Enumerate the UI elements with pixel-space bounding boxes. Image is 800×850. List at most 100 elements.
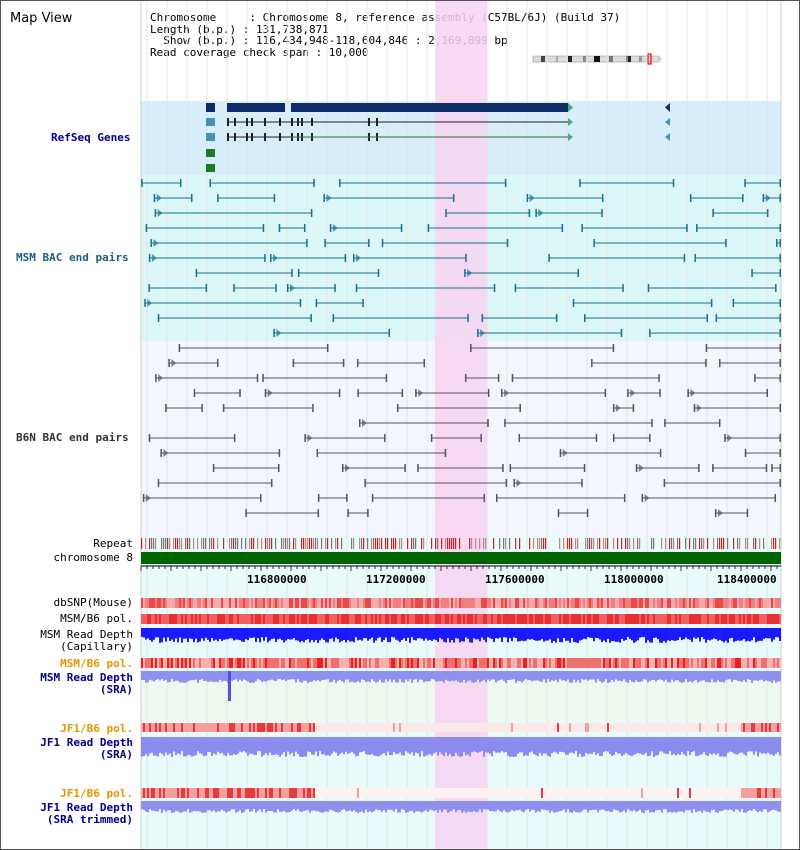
jf1-pol-trimmed-band [405, 788, 407, 798]
msm-b6-pol-band [295, 614, 297, 624]
jf1-depth-bar [455, 737, 457, 753]
jf1-depth-bar [381, 737, 383, 755]
msm-b6-pol-band [681, 614, 683, 624]
dbsnp-band [361, 598, 363, 608]
dbsnp-band [581, 598, 583, 608]
msm-bac-pair-end [672, 179, 675, 187]
b6n-bac-pair-end [595, 434, 598, 442]
jf1-depth-bar [441, 737, 443, 755]
refseq-exon [279, 118, 281, 126]
msm-b6-pol-band [491, 614, 493, 624]
msm-sra-depth-bar [567, 671, 569, 680]
msm-b6-pol-band [531, 614, 533, 624]
msm-capillary-depth-bar [679, 628, 681, 638]
dbsnp-band [469, 598, 471, 608]
jf1-trimmed-depth-bar [209, 801, 211, 811]
msm-bac-pair-end [593, 239, 595, 247]
dbsnp-band [401, 598, 403, 608]
jf1-depth-bar [733, 737, 735, 754]
jf1-pol-trimmed-band [471, 788, 473, 798]
jf1-pol-band [689, 723, 691, 732]
jf1-pol-trimmed-band [581, 788, 583, 798]
jf1-trimmed-depth-bar [321, 801, 323, 813]
jf1-pol-band [527, 723, 529, 732]
chromosome-ideogram[interactable] [531, 53, 671, 65]
jf1-pol-band [421, 723, 423, 732]
jf1-trimmed-depth-bar [667, 801, 669, 813]
msm-sra-depth-bar [651, 671, 653, 681]
jf1-depth-bar [673, 737, 675, 754]
jf1-pol-trimmed-band [611, 788, 613, 798]
jf1-pol-trimmed-band [245, 788, 247, 798]
dbsnp-band [731, 598, 733, 608]
msm-capillary-depth-bar [547, 628, 549, 641]
jf1-trimmed-depth-bar [769, 801, 771, 812]
dbsnp-band [345, 598, 347, 608]
jf1-trimmed-depth-bar [155, 801, 157, 812]
msm-b6-pol-sra-band [765, 658, 767, 668]
jf1-trimmed-depth-bar [549, 801, 551, 813]
msm-sra-depth-bar [335, 671, 337, 683]
msm-sra-depth-bar [351, 671, 353, 682]
jf1-pol-band [433, 723, 435, 732]
dbsnp-band [167, 598, 169, 608]
msm-bac-pair-end [779, 194, 781, 202]
jf1-pol-band [693, 723, 695, 732]
jf1-depth-bar [779, 737, 781, 756]
msm-b6-pol-band [691, 614, 693, 624]
jf1-trimmed-depth-bar [601, 801, 603, 810]
jf1-trimmed-depth-bar [503, 801, 505, 811]
dbsnp-band [279, 598, 281, 608]
msm-b6-pol-sra-band [529, 658, 531, 668]
msm-b6-pol-band [357, 614, 359, 624]
jf1-pol-trimmed-band [499, 788, 501, 798]
msm-b6-pol-band [731, 614, 733, 624]
msm-bac-pair-end [273, 329, 275, 337]
jf1-pol-band [737, 723, 739, 732]
msm-b6-pol-band [777, 614, 779, 624]
jf1-depth-bar [517, 737, 519, 754]
jf1-depth-bar [439, 737, 441, 753]
dbsnp-band [683, 598, 685, 608]
jf1-pol-trimmed-band [675, 788, 677, 798]
msm-sra-depth-bar [771, 671, 773, 683]
msm-bac-pair-end [579, 179, 581, 187]
msm-sra-depth-bar [183, 671, 185, 683]
msm-bac-pair-end [323, 194, 325, 202]
jf1-depth-bar [429, 737, 431, 755]
dbsnp-band [437, 598, 439, 608]
msm-b6-pol-band [253, 614, 255, 624]
msm-capillary-depth-bar [467, 628, 469, 639]
msm-b6-pol-band [643, 614, 645, 624]
jf1-trimmed-depth-bar [525, 801, 527, 810]
jf1-pol-band [497, 723, 499, 732]
msm-b6-pol-sra-band [201, 658, 203, 668]
msm-b6-pol-sra-band [307, 658, 309, 668]
msm-capillary-depth-bar [603, 628, 605, 641]
msm-b6-pol-sra-band [771, 658, 773, 668]
jf1-depth-bar [475, 737, 477, 753]
msm-sra-depth-bar [549, 671, 551, 682]
jf1-depth-bar [625, 737, 627, 753]
msm-capillary-depth-bar [195, 628, 197, 639]
msm-capillary-depth-bar [409, 628, 411, 643]
jf1-trimmed-depth-bar [523, 801, 525, 813]
msm-sra-depth-bar [377, 671, 379, 682]
msm-b6-pol-sra-band [645, 658, 647, 668]
jf1-depth-bar [203, 737, 205, 757]
msm-sra-depth-bar [287, 671, 289, 680]
dbsnp-band [763, 598, 765, 608]
jf1-trimmed-depth-bar [699, 801, 701, 811]
repeat-element [699, 538, 701, 549]
msm-sra-depth-bar [253, 671, 255, 683]
msm-capillary-depth-bar [561, 628, 563, 643]
repeat-element [385, 538, 387, 549]
jf1-depth-bar [669, 737, 671, 752]
repeat-element [479, 538, 481, 549]
jf1-pol-trimmed-band [403, 788, 405, 798]
repeat-element [707, 538, 709, 549]
msm-sra-depth-bar [685, 671, 687, 680]
jf1-pol-trimmed-band [323, 788, 325, 798]
b6n-bac-pair-end [367, 509, 369, 517]
